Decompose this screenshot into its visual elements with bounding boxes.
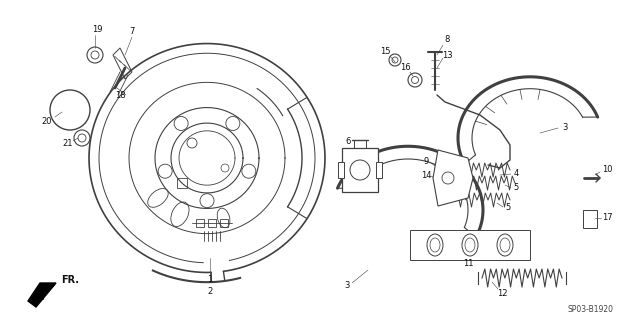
Text: 19: 19: [92, 26, 102, 34]
FancyBboxPatch shape: [342, 148, 378, 192]
Text: 3: 3: [563, 123, 568, 132]
Text: 20: 20: [42, 117, 52, 127]
Text: 8: 8: [444, 35, 450, 44]
Text: 9: 9: [424, 158, 429, 167]
Text: 21: 21: [63, 138, 73, 147]
FancyBboxPatch shape: [410, 230, 530, 260]
Polygon shape: [433, 150, 473, 206]
Text: 5: 5: [506, 203, 511, 211]
Text: 11: 11: [463, 259, 473, 269]
FancyBboxPatch shape: [338, 162, 344, 178]
Text: 15: 15: [380, 48, 390, 56]
Text: 10: 10: [602, 166, 612, 174]
Text: 16: 16: [400, 63, 410, 72]
Text: 18: 18: [115, 91, 125, 100]
Text: 1: 1: [207, 276, 212, 285]
Text: 12: 12: [497, 288, 508, 298]
Text: 6: 6: [346, 137, 351, 146]
Text: FR.: FR.: [61, 275, 79, 285]
Text: 14: 14: [420, 170, 431, 180]
Text: 13: 13: [442, 50, 452, 60]
FancyBboxPatch shape: [376, 162, 382, 178]
Text: 5: 5: [513, 183, 518, 192]
Text: 3: 3: [344, 280, 349, 290]
FancyBboxPatch shape: [583, 210, 597, 228]
Text: 4: 4: [513, 169, 518, 179]
Text: 7: 7: [129, 27, 134, 36]
Text: SP03-B1920: SP03-B1920: [567, 306, 613, 315]
Text: 17: 17: [602, 213, 612, 222]
Text: 2: 2: [207, 286, 212, 295]
Polygon shape: [28, 283, 56, 307]
